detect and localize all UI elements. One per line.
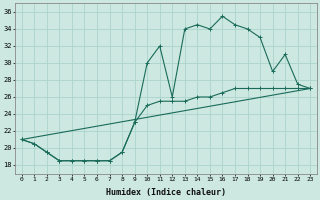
X-axis label: Humidex (Indice chaleur): Humidex (Indice chaleur) [106,188,226,197]
